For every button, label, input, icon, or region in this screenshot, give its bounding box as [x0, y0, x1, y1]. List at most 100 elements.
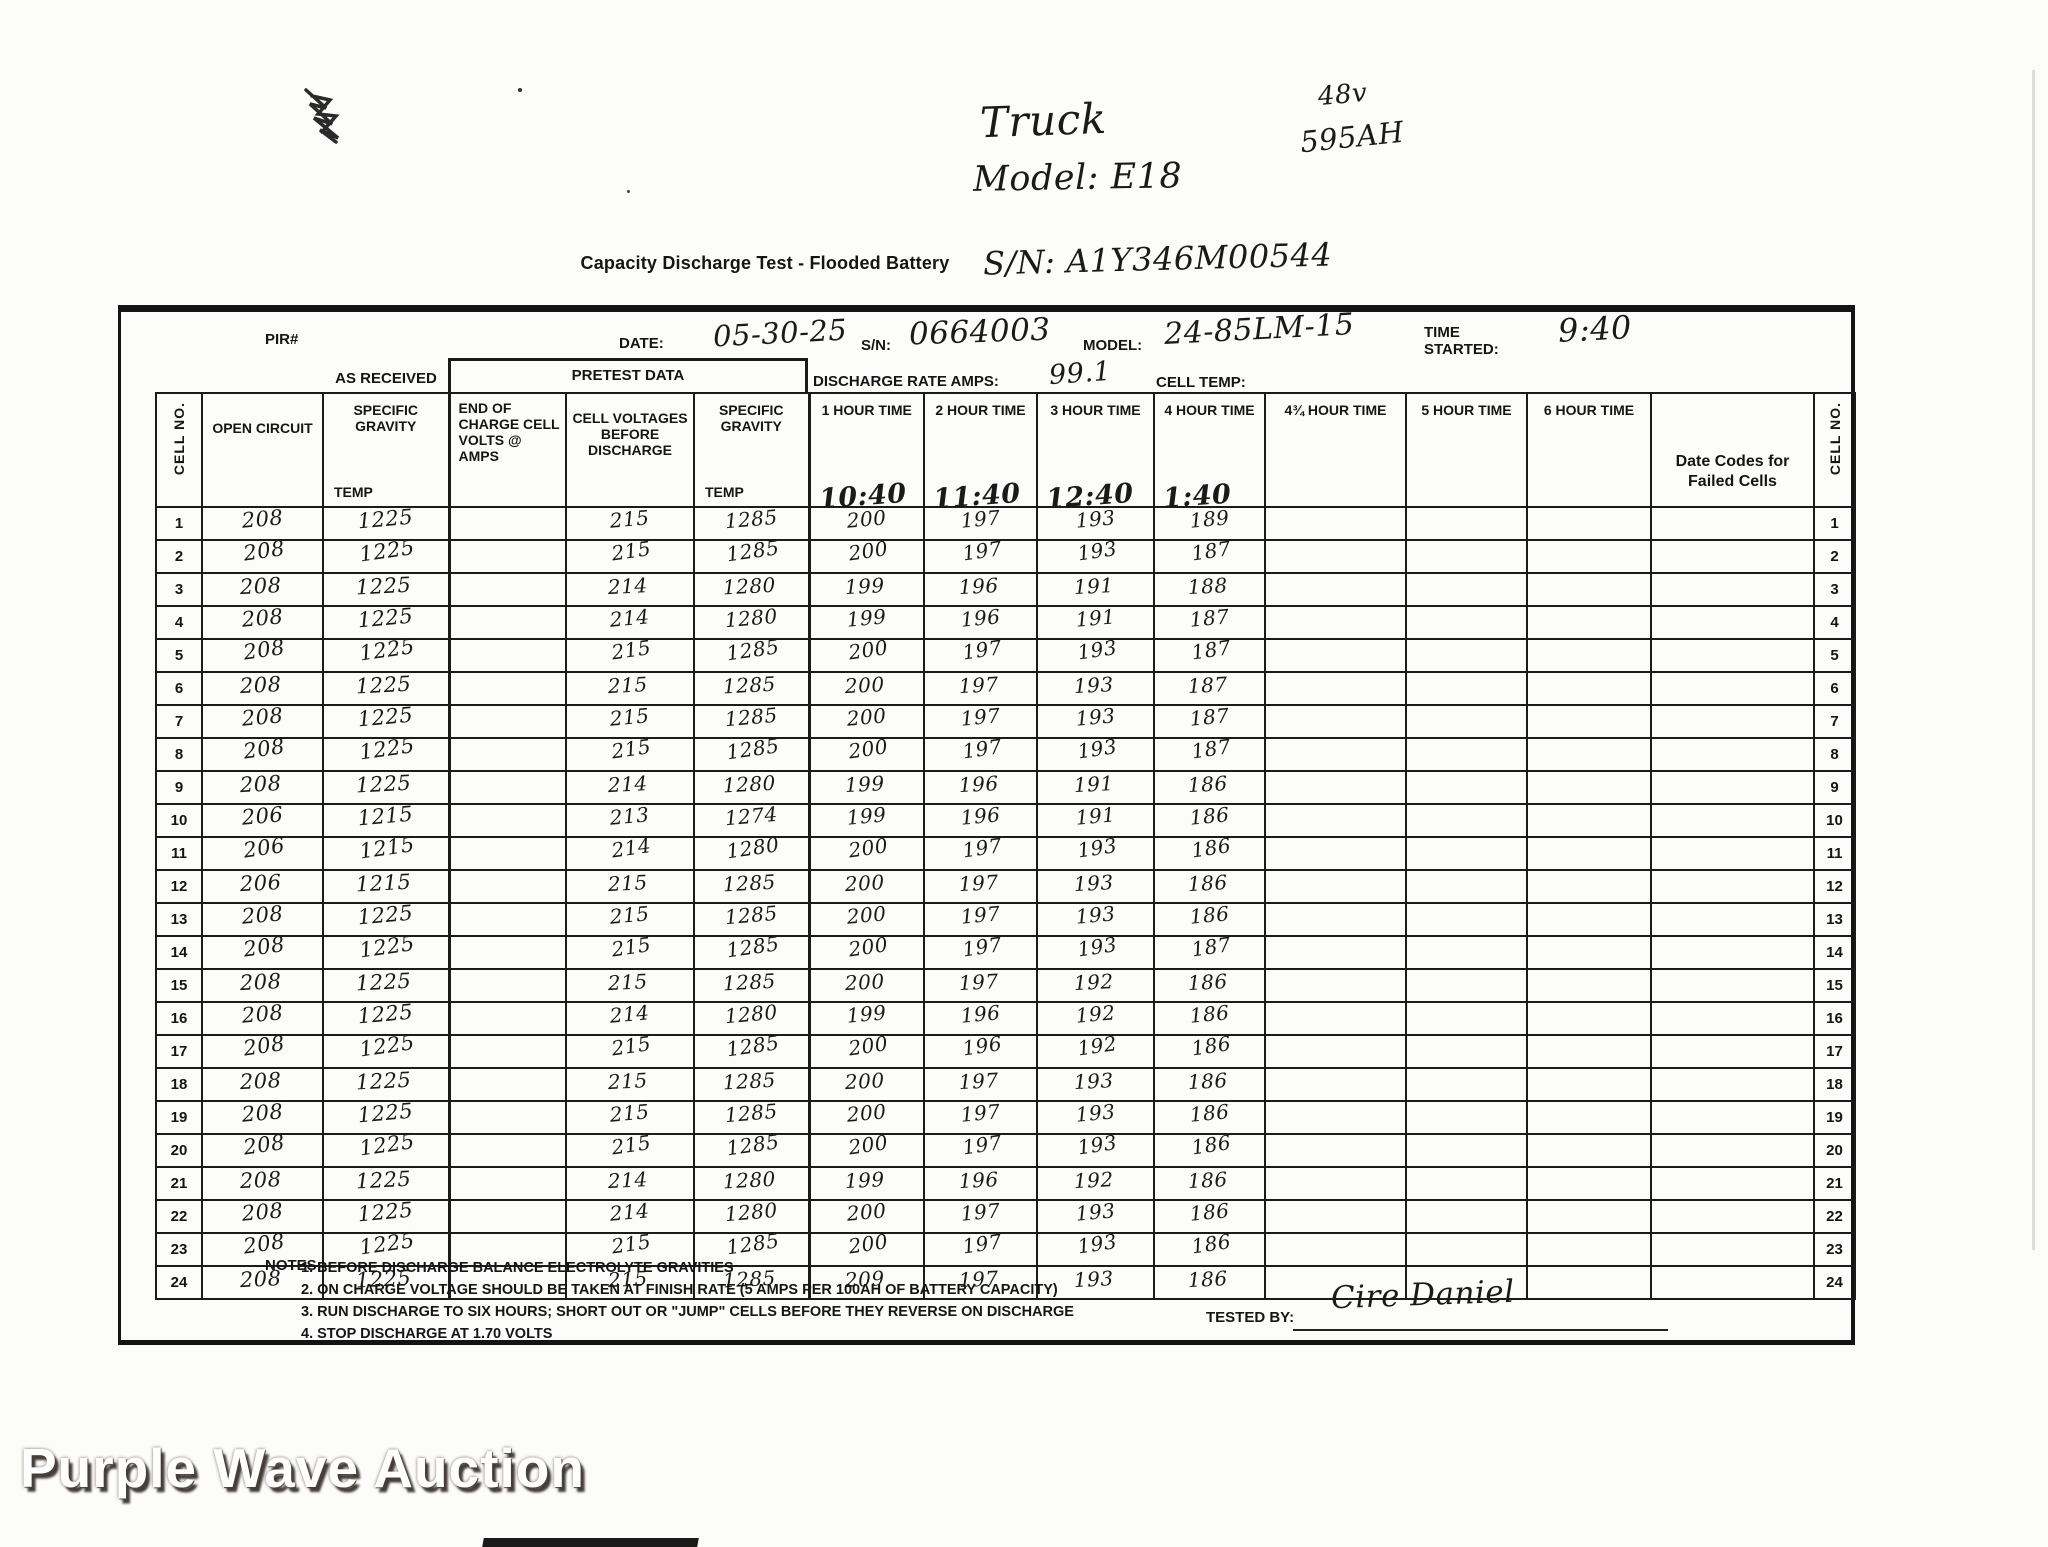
cell-number-left: 24	[155, 1265, 203, 1300]
hour-2-value: 196	[923, 770, 1038, 805]
open-circuit-value: 208	[201, 770, 324, 805]
hour-6-value	[1405, 572, 1528, 607]
end-of-charge-value	[447, 539, 567, 574]
hour-5-value	[1264, 869, 1407, 904]
cell-no-header-right: CELL NO.	[1813, 392, 1856, 508]
open-circuit-value: 208	[201, 1129, 324, 1168]
date-codes-value	[1650, 638, 1815, 673]
hour-6-value	[1405, 506, 1528, 541]
cell-number-right: 5	[1813, 638, 1856, 673]
bottom-scan-bar	[482, 1538, 699, 1547]
end-of-charge-value	[447, 803, 567, 838]
table-row: 2 208 1225 215 1285 200 197 193 187 2	[155, 535, 1856, 574]
table-row: 19 208 1225 215 1285 200 197 193 186 19	[155, 1098, 1856, 1135]
specific-gravity-value: 1225	[322, 733, 450, 772]
cell-number-left: 12	[155, 869, 203, 904]
cell-number-right: 15	[1813, 968, 1856, 1003]
specific-gravity-2-value: 1280	[693, 999, 810, 1036]
hour-4-value: 186	[1153, 869, 1266, 904]
hour-6-value	[1405, 539, 1528, 574]
hour-1-value: 200	[807, 505, 925, 541]
hour-5-value	[1264, 638, 1407, 673]
hour-7-value	[1526, 671, 1652, 706]
table-row: 11 206 1215 214 1280 200 197 193 186 11	[155, 832, 1856, 871]
pretest-data-label: PRETEST DATA	[571, 367, 685, 384]
hour-5-value	[1264, 539, 1407, 574]
open-circuit-value: 206	[201, 802, 324, 838]
hour-2-value: 196	[923, 1031, 1038, 1069]
hour-6-value	[1405, 704, 1528, 739]
cell-number-left: 19	[155, 1100, 203, 1135]
date-codes-value	[1650, 1265, 1815, 1300]
specific-gravity-value: 1225	[322, 1265, 450, 1300]
cell-voltage-before-discharge-value: 214	[565, 1198, 695, 1234]
specific-gravity-2-value: 1285	[693, 733, 810, 772]
column-header-end-of-charge: END OF CHARGE CELL VOLTS @ AMPS	[447, 392, 567, 508]
hour-7-value	[1526, 1100, 1652, 1135]
end-of-charge-value	[447, 506, 567, 541]
open-circuit-value: 208	[201, 1265, 324, 1300]
date-label: DATE:	[619, 335, 664, 352]
open-circuit-value: 208	[201, 1166, 324, 1201]
hour-7-value	[1526, 869, 1652, 904]
cell-voltage-before-discharge-value: 215	[565, 932, 695, 970]
cell-voltage-before-discharge-value: 215	[565, 1031, 695, 1069]
hour-3-value: 191	[1036, 770, 1155, 805]
model-label: MODEL:	[1083, 337, 1143, 354]
document-title: Capacity Discharge Test - Flooded Batter…	[580, 253, 950, 273]
open-circuit-value: 208	[201, 634, 324, 673]
note-line: 1. BEFORE DISCHARGE BALANCE ELECTROLYTE …	[301, 1260, 734, 1276]
end-of-charge-value	[447, 605, 567, 640]
end-of-charge-value	[447, 770, 567, 805]
hour-5-value	[1264, 935, 1407, 970]
cell-number-left: 17	[155, 1034, 203, 1069]
hour-3-value: 192	[1036, 1000, 1155, 1036]
end-of-charge-value	[447, 671, 567, 706]
cell-number-left: 13	[155, 902, 203, 937]
specific-gravity-value: 1225	[322, 1030, 450, 1069]
hour-5-value	[1264, 1133, 1407, 1168]
hour-4-value: 187	[1153, 932, 1266, 970]
open-circuit-value: 206	[201, 832, 324, 871]
open-circuit-value: 208	[201, 535, 324, 574]
column-header-specific-gravity: SPECIFIC GRAVITY TEMP	[322, 392, 450, 508]
hour-2-value: 196	[923, 1166, 1038, 1201]
date-codes-value	[1650, 704, 1815, 739]
table-row: 18 208 1225 215 1285 200 197 193 186 18	[155, 1067, 1856, 1102]
table-row: 15 208 1225 215 1285 200 197 192 186 15	[155, 968, 1856, 1003]
hour-5-value	[1264, 1001, 1407, 1036]
hour-4-value: 186	[1153, 901, 1266, 937]
specific-gravity-value: 1215	[322, 869, 450, 904]
hour-2-value: 197	[923, 505, 1038, 541]
end-of-charge-value	[447, 935, 567, 970]
specific-gravity-2-value: 1285	[693, 1098, 810, 1135]
table-row: 7 208 1225 215 1285 200 197 193 187 7	[155, 702, 1856, 739]
table-header-row: CELL NO. OPEN CIRCUIT SPECIFIC GRAVITY T…	[155, 392, 1856, 515]
cell-voltage-before-discharge-value: 214	[565, 833, 695, 871]
column-header-hour-1: 1 HOUR TIME 10:40	[807, 392, 925, 515]
hour-4-value: 186	[1153, 833, 1266, 871]
hour-7-value	[1526, 935, 1652, 970]
note-line: 2. ON CHARGE VOLTAGE SHOULD BE TAKEN AT …	[301, 1282, 1058, 1298]
cell-number-right: 16	[1813, 1001, 1856, 1036]
hour-6-value	[1405, 770, 1528, 805]
cell-number-right: 9	[1813, 770, 1856, 805]
date-codes-value	[1650, 869, 1815, 904]
specific-gravity-value: 1225	[322, 770, 450, 805]
cell-voltage-before-discharge-value: 214	[565, 604, 695, 640]
hour-1-value: 200	[807, 833, 925, 871]
column-header-open-circuit: OPEN CIRCUIT	[201, 392, 324, 508]
specific-gravity-value: 1225	[322, 671, 450, 706]
handwritten-model: Model: E18	[972, 156, 1183, 200]
table-row: 8 208 1225 215 1285 200 197 193 187 8	[155, 733, 1856, 772]
hour-1-value: 200	[807, 1198, 925, 1234]
cell-number-right: 24	[1813, 1265, 1856, 1300]
end-of-charge-value	[447, 1067, 567, 1102]
open-circuit-value: 208	[201, 1030, 324, 1069]
open-circuit-value: 208	[201, 1099, 324, 1135]
hour-3-value: 193	[1036, 505, 1155, 541]
hour-5-value	[1264, 1100, 1407, 1135]
specific-gravity-2-value: 1280	[693, 1197, 810, 1234]
specific-gravity-value: 1225	[322, 702, 450, 739]
hour-7-value	[1526, 1133, 1652, 1168]
